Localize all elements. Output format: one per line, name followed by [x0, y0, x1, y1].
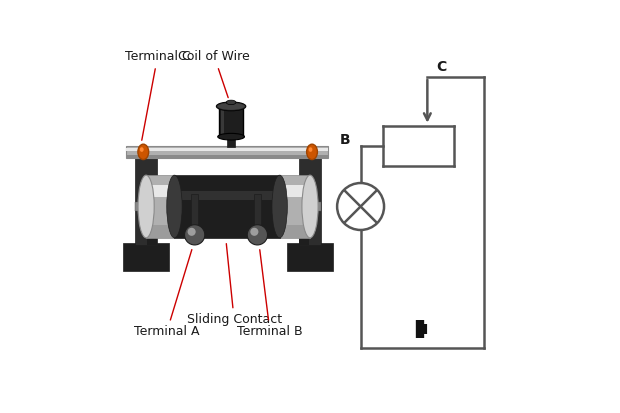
Ellipse shape	[307, 144, 317, 159]
FancyBboxPatch shape	[174, 191, 280, 200]
Ellipse shape	[216, 102, 246, 111]
FancyBboxPatch shape	[299, 209, 309, 245]
FancyBboxPatch shape	[280, 185, 310, 197]
Ellipse shape	[138, 144, 149, 159]
Text: B: B	[340, 133, 350, 147]
Text: Coil of Wire: Coil of Wire	[179, 50, 250, 97]
FancyBboxPatch shape	[299, 148, 321, 245]
FancyBboxPatch shape	[146, 185, 174, 197]
FancyBboxPatch shape	[254, 195, 261, 233]
FancyBboxPatch shape	[146, 225, 174, 238]
FancyBboxPatch shape	[135, 202, 142, 211]
Text: Terminal C: Terminal C	[125, 50, 190, 140]
FancyBboxPatch shape	[227, 133, 235, 147]
Text: Terminal B: Terminal B	[237, 250, 303, 338]
Ellipse shape	[272, 175, 287, 238]
Text: Sliding Contact: Sliding Contact	[187, 244, 281, 326]
Circle shape	[185, 225, 205, 245]
Ellipse shape	[216, 102, 246, 111]
Text: Terminal A: Terminal A	[134, 249, 200, 338]
FancyBboxPatch shape	[126, 155, 328, 157]
Ellipse shape	[140, 147, 144, 152]
FancyBboxPatch shape	[135, 148, 157, 245]
FancyBboxPatch shape	[219, 106, 243, 137]
Circle shape	[250, 228, 259, 236]
FancyBboxPatch shape	[146, 175, 174, 238]
Ellipse shape	[302, 175, 318, 238]
FancyBboxPatch shape	[150, 202, 157, 211]
FancyBboxPatch shape	[174, 175, 280, 238]
Text: C: C	[436, 60, 446, 74]
Ellipse shape	[309, 147, 312, 152]
FancyBboxPatch shape	[280, 175, 310, 238]
FancyBboxPatch shape	[123, 243, 169, 271]
Ellipse shape	[138, 175, 154, 238]
Circle shape	[337, 183, 384, 230]
FancyBboxPatch shape	[299, 202, 306, 211]
Ellipse shape	[167, 175, 182, 238]
Circle shape	[247, 225, 267, 245]
Circle shape	[188, 228, 196, 236]
FancyBboxPatch shape	[314, 202, 321, 211]
Ellipse shape	[251, 229, 264, 237]
Ellipse shape	[188, 229, 201, 237]
FancyBboxPatch shape	[147, 209, 157, 245]
FancyBboxPatch shape	[191, 195, 198, 233]
FancyBboxPatch shape	[286, 243, 334, 271]
FancyBboxPatch shape	[126, 148, 328, 151]
FancyBboxPatch shape	[221, 108, 224, 135]
Ellipse shape	[218, 133, 244, 140]
FancyBboxPatch shape	[126, 146, 328, 157]
Ellipse shape	[226, 100, 236, 104]
FancyBboxPatch shape	[280, 225, 310, 238]
